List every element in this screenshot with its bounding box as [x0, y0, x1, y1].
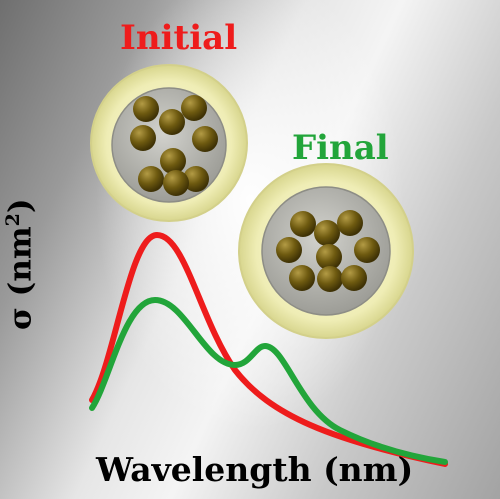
initial-particles	[130, 95, 218, 196]
final-label: Final	[292, 128, 389, 168]
final-spectrum-curve	[89, 296, 448, 465]
initial-spectrum-curve	[89, 231, 448, 467]
final-particles	[276, 210, 380, 292]
initial-label: Initial	[120, 18, 238, 58]
final-nanocluster	[238, 163, 414, 339]
x-axis-label: Wavelength (nm)	[96, 450, 414, 489]
y-axis-label: σ (nm2)	[2, 198, 39, 330]
initial-nanocluster	[90, 64, 248, 222]
